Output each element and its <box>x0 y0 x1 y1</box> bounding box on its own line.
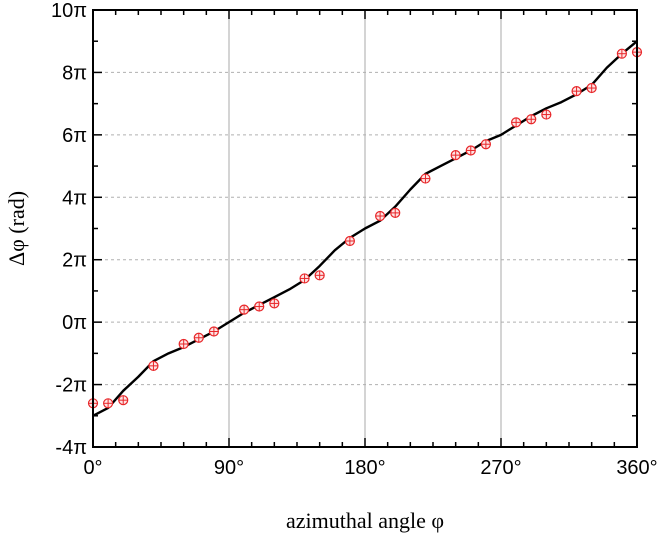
data-point <box>375 210 386 222</box>
data-point <box>450 150 461 161</box>
data-point <box>208 326 219 337</box>
data-point <box>178 338 189 350</box>
data-point <box>511 117 522 128</box>
y-tick-label: 0π <box>62 312 87 334</box>
x-axis-title: azimuthal angle φ <box>286 508 444 533</box>
x-tick-label: 90° <box>214 457 244 479</box>
y-tick-label: 2π <box>62 250 87 272</box>
data-point <box>148 360 159 371</box>
y-axis-title: Δφ (rad) <box>4 191 29 266</box>
data-point <box>526 114 537 125</box>
y-tick-label: 8π <box>62 62 87 84</box>
data-point <box>118 395 129 406</box>
x-tick-label: 270° <box>480 457 521 479</box>
data-point <box>239 304 250 315</box>
axis-ticks <box>92 9 638 448</box>
data-point <box>314 270 325 281</box>
data-point <box>541 109 552 120</box>
data-point <box>269 298 280 309</box>
data-point <box>390 207 401 218</box>
x-tick-label: 0° <box>83 457 102 479</box>
y-tick-label: 6π <box>62 125 87 147</box>
grid-lines <box>93 10 637 447</box>
y-tick-label: -4π <box>55 437 87 459</box>
data-point <box>616 48 627 59</box>
data-point <box>465 145 476 156</box>
data-point <box>299 273 310 284</box>
data-point <box>586 82 597 94</box>
y-tick-labels: -4π -2π 0π 2π 4π 6π 8π 10π <box>51 0 87 459</box>
x-tick-label: 180° <box>344 457 385 479</box>
data-point <box>344 235 355 247</box>
x-tick-label: 360° <box>616 457 657 479</box>
data-point <box>103 398 114 409</box>
data-point <box>193 332 204 343</box>
x-tick-labels: 0° 90° 180° 270° 360° <box>83 457 657 479</box>
data-point <box>254 301 265 312</box>
y-tick-label: 4π <box>62 187 87 209</box>
data-point <box>480 139 491 150</box>
y-tick-label: 10π <box>51 0 87 22</box>
y-tick-label: -2π <box>55 375 87 397</box>
data-point <box>571 86 582 97</box>
data-point <box>420 173 431 184</box>
